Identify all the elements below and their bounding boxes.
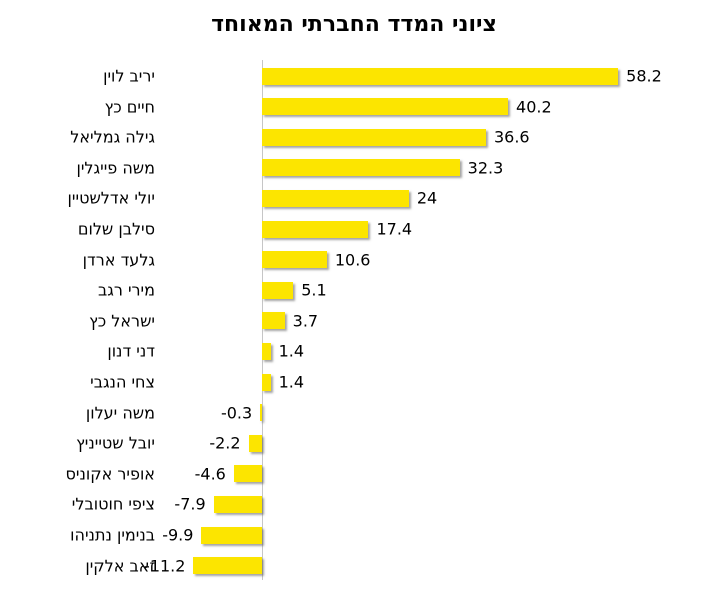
- category-label: גילה גמליאל: [70, 127, 155, 147]
- value-label: -11.2: [144, 556, 186, 576]
- bar: [262, 98, 509, 116]
- bar: [262, 189, 409, 207]
- bar: [262, 128, 486, 146]
- bar: [201, 526, 262, 544]
- bar: [262, 373, 271, 391]
- value-label: 10.6: [334, 250, 371, 270]
- category-label: משה פייגלין: [76, 158, 155, 178]
- bar: [213, 495, 262, 513]
- bar: [233, 465, 262, 483]
- bar: [262, 281, 294, 299]
- bar: [262, 159, 460, 177]
- value-label: 32.3: [467, 158, 504, 178]
- value-label: 1.4: [278, 341, 305, 361]
- category-label: דני דנון: [107, 341, 155, 361]
- category-label: יריב לוין: [103, 66, 155, 86]
- bar: [262, 342, 271, 360]
- value-label: 36.6: [493, 127, 530, 147]
- bar: [262, 67, 619, 85]
- value-label: 1.4: [278, 372, 305, 392]
- bar: [262, 251, 327, 269]
- value-label: -0.3: [220, 403, 253, 423]
- category-label: משה יעלון: [85, 403, 155, 423]
- category-label: מירי רגב: [97, 280, 155, 300]
- category-label: חיים כץ: [104, 97, 155, 117]
- category-label: בנימין נתניהו: [70, 525, 155, 545]
- bar: [260, 404, 262, 422]
- category-label: יובל שטייניץ: [76, 433, 155, 453]
- category-label: צחי הנגבי: [90, 372, 155, 392]
- bar: [262, 312, 285, 330]
- value-label: 3.7: [292, 311, 319, 331]
- value-label: -9.9: [162, 525, 194, 545]
- chart-title: ציוני המדד החברתי המאוחד: [211, 12, 497, 37]
- value-label: -4.6: [194, 464, 226, 484]
- value-label: -2.2: [209, 433, 241, 453]
- bar: [248, 434, 262, 452]
- category-label: זאב אלקין: [85, 556, 155, 576]
- bar: [193, 557, 262, 575]
- category-label: סילבן שלום: [77, 219, 155, 239]
- category-label: גלעד ארדן: [82, 250, 155, 270]
- category-label: אופיר אקוניס: [65, 464, 155, 484]
- category-label: ציפי חוטובלי: [71, 494, 155, 514]
- category-label: יולי אדלשטיין: [67, 188, 155, 208]
- value-label: 40.2: [516, 97, 552, 117]
- value-label: 5.1: [301, 280, 327, 300]
- value-label: 58.2: [626, 66, 662, 86]
- category-label: ישראל כץ: [89, 311, 155, 331]
- value-label: 24: [416, 188, 438, 208]
- bar: [262, 220, 369, 238]
- value-label: 17.4: [376, 219, 413, 239]
- value-label: -7.9: [174, 494, 206, 514]
